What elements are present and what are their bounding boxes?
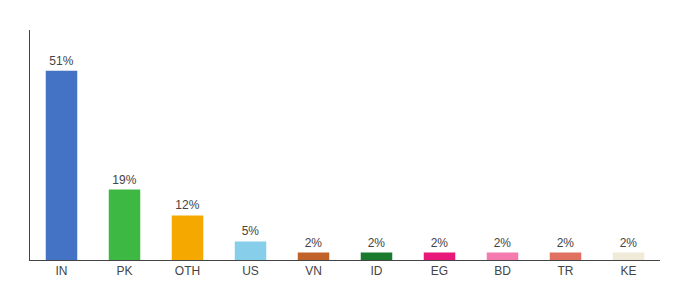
svg-text:2%: 2% <box>620 236 638 250</box>
svg-text:KE: KE <box>620 264 636 278</box>
svg-text:2%: 2% <box>557 236 575 250</box>
svg-text:PK: PK <box>116 264 132 278</box>
svg-text:19%: 19% <box>112 173 136 187</box>
svg-text:ID: ID <box>371 264 383 278</box>
svg-text:OTH: OTH <box>175 264 200 278</box>
svg-text:TR: TR <box>558 264 574 278</box>
svg-text:IN: IN <box>56 264 68 278</box>
svg-text:2%: 2% <box>368 236 386 250</box>
svg-text:2%: 2% <box>494 236 512 250</box>
svg-text:5%: 5% <box>242 224 260 238</box>
svg-text:12%: 12% <box>175 198 199 212</box>
svg-text:BD: BD <box>494 264 511 278</box>
svg-text:2%: 2% <box>305 236 323 250</box>
svg-text:US: US <box>242 264 259 278</box>
svg-text:VN: VN <box>305 264 322 278</box>
svg-text:51%: 51% <box>49 54 73 68</box>
svg-text:EG: EG <box>431 264 448 278</box>
svg-text:2%: 2% <box>431 236 449 250</box>
